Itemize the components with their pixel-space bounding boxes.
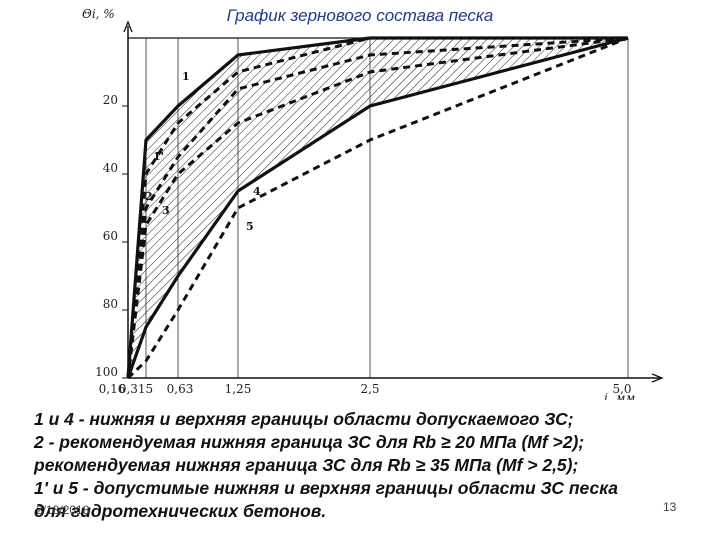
x-tick-label-3: 1,25	[225, 382, 252, 396]
y-axis-arrow	[123, 20, 133, 33]
curve-3	[126, 36, 629, 379]
curve-5	[126, 36, 629, 380]
legend-line-4: 1' и 5 - допустимые нижняя и верхняя гра…	[34, 478, 619, 498]
slide-number: 13	[663, 500, 677, 514]
grain-composition-chart: 20 40 60 80 100 Θi, % 0,160,315 0,63 1,25 2,5 5,0i…	[82, 7, 664, 400]
hatched-region	[128, 38, 628, 378]
legend-line-1: 1 и 4 - нижняя и верхняя границы области…	[34, 409, 574, 429]
y-tick-label-40: 40	[103, 161, 118, 175]
curve-label-4: 4	[253, 185, 261, 198]
legend: 1 и 4 - нижняя и верхняя границы области…	[34, 408, 714, 523]
curve-label-1': 1'	[153, 150, 164, 163]
y-tick-label-80: 80	[103, 297, 118, 311]
y-tick-label-100: 100	[95, 365, 118, 379]
chart-title: График зернового состава песка	[226, 6, 494, 25]
legend-line-3: рекомендуемая нижняя граница ЗС для Rb ≥…	[34, 455, 579, 475]
curve-label-2: 2	[145, 190, 153, 203]
curve-label-5: 5	[246, 220, 254, 233]
curve-1'	[126, 36, 628, 379]
y-axis-label: Θi, %	[82, 7, 115, 21]
slide-date: 2/18/2018	[36, 503, 90, 517]
x-tick-label-5: 5,0	[612, 382, 631, 396]
x-tick-label-4: 2,5	[360, 382, 379, 396]
legend-line-5: для гидротехнических бетонов.	[34, 501, 327, 521]
x-tick-label-0: 0,16	[99, 382, 126, 396]
y-tick-label-60: 60	[103, 229, 118, 243]
curve-1	[126, 36, 628, 379]
x-axis-arrow	[651, 373, 664, 383]
curve-4	[126, 36, 629, 379]
x-axis-label: i, мм	[604, 391, 635, 400]
curve-label-3: 3	[162, 204, 170, 217]
curve-label-1: 1	[182, 70, 190, 83]
x-tick-label-1: 0,315	[119, 382, 153, 396]
y-tick-label-20: 20	[103, 93, 118, 107]
legend-line-2: 2 - рекомендуемая нижняя граница ЗС для …	[34, 432, 585, 452]
x-tick-label-2: 0,63	[167, 382, 194, 396]
curve-2	[126, 36, 629, 379]
